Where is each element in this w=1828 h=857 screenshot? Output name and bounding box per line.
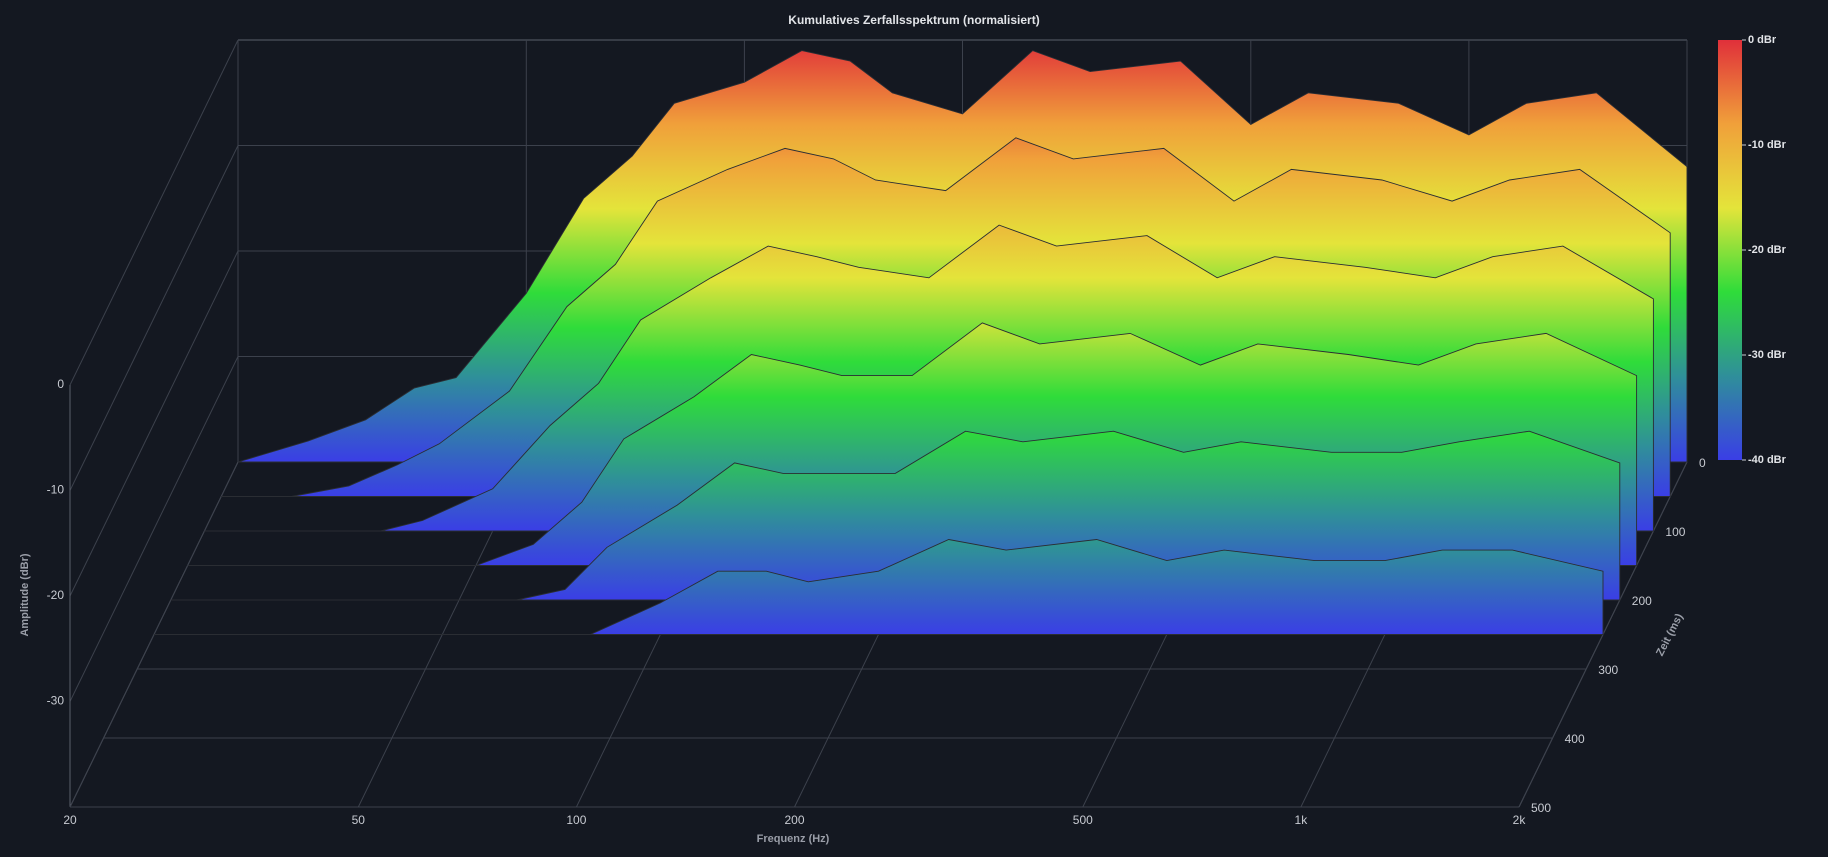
grid-line [69,39,239,386]
time-tick-label: 300 [1598,663,1618,677]
decay-slice [154,539,1604,635]
colorbar-tick-label: -10 dBr [1748,139,1787,151]
time-tick-label: 500 [1531,801,1551,815]
colorbar-tick-label: -40 dBr [1748,454,1787,466]
grid-line [69,145,239,491]
time-tick-label: 400 [1565,732,1585,746]
y-axis-label: Amplitude (dBr) [19,553,31,636]
x-axis-label: Frequenz (Hz) [757,833,830,845]
time-tick-label: 0 [1699,456,1706,470]
colorbar-tick-label: -30 dBr [1748,349,1787,361]
colorbar-tick-label: -20 dBr [1748,244,1787,256]
grid-line [69,356,239,702]
x-tick-label: 1k [1295,813,1309,827]
x-tick-label: 100 [566,813,586,827]
colorbar [1718,40,1742,460]
time-axis-label: Zeit (ms) [1654,612,1686,659]
x-tick-label: 200 [784,813,804,827]
colorbar-tick-label: 0 dBr [1748,34,1777,46]
x-tick-label: 2k [1513,813,1527,827]
grid-line [69,250,239,597]
time-tick-label: 100 [1665,525,1685,539]
x-tick-label: 50 [352,813,366,827]
x-tick-label: 20 [63,813,77,827]
y-tick-label: -30 [47,694,65,708]
y-tick-label: -10 [47,483,65,497]
time-tick-label: 200 [1632,594,1652,608]
y-tick-label: 0 [57,377,64,391]
x-tick-label: 500 [1073,813,1093,827]
chart-title: Kumulatives Zerfallsspektrum (normalisie… [788,13,1039,27]
y-tick-label: -20 [47,588,65,602]
